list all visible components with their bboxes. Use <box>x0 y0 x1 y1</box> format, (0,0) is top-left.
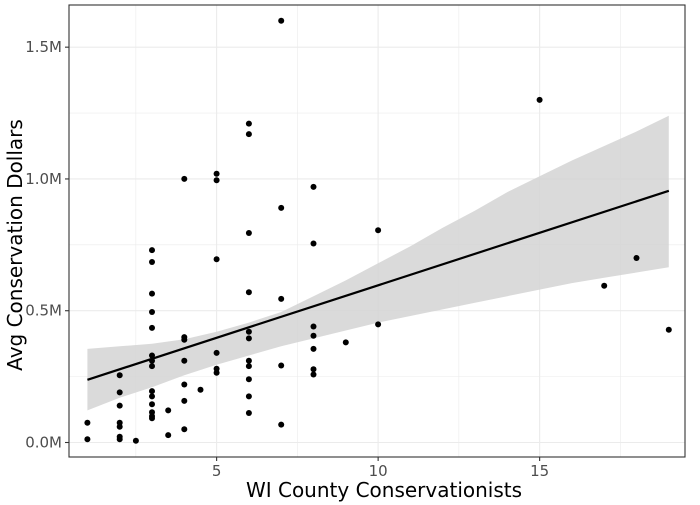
data-point <box>633 255 640 261</box>
data-point <box>278 17 285 24</box>
data-point <box>149 415 155 422</box>
data-point <box>181 381 188 388</box>
data-point <box>197 386 204 393</box>
data-point <box>181 426 188 433</box>
data-point <box>342 339 349 346</box>
data-point <box>245 131 252 138</box>
data-point <box>149 388 155 395</box>
data-point <box>116 372 123 379</box>
data-point <box>181 175 188 182</box>
axis-ticks: 5 10 15 0.0M 0.5M 1.0M 1.5M <box>25 38 549 480</box>
y-tick-label: 0.0M <box>25 434 62 452</box>
data-point <box>116 423 123 430</box>
confidence-band <box>87 115 669 411</box>
data-point <box>149 259 155 265</box>
data-point <box>245 363 252 370</box>
x-tick-label: 15 <box>530 462 549 480</box>
data-point <box>116 402 123 409</box>
data-point <box>84 436 91 443</box>
data-point <box>601 282 608 289</box>
data-point <box>665 326 672 333</box>
data-point <box>245 335 252 342</box>
data-point <box>149 393 155 400</box>
data-point <box>245 120 252 127</box>
data-point <box>310 332 317 339</box>
data-point <box>84 419 91 426</box>
data-point <box>278 295 285 302</box>
data-point <box>132 437 139 444</box>
data-point <box>245 328 252 335</box>
data-point <box>310 345 317 352</box>
data-point <box>278 362 285 369</box>
data-point <box>245 289 252 296</box>
panel-border <box>68 4 686 458</box>
y-axis-title: Avg Conservation Dollars <box>3 119 27 371</box>
y-tick-label: 1.5M <box>25 38 62 56</box>
data-point <box>149 324 155 331</box>
data-point <box>149 247 155 254</box>
data-point <box>278 204 285 211</box>
data-points <box>84 17 672 444</box>
data-point <box>245 357 252 364</box>
data-point <box>375 321 382 328</box>
data-point <box>149 352 155 359</box>
data-point <box>245 393 252 400</box>
data-point <box>181 357 188 364</box>
data-point <box>310 323 317 330</box>
data-point <box>149 401 155 408</box>
x-axis-title: WI County Conservationists <box>246 478 522 502</box>
data-point <box>310 371 317 378</box>
data-point <box>149 290 155 297</box>
data-point <box>149 309 155 315</box>
y-tick-label: 0.5M <box>25 302 62 320</box>
y-tick-label: 1.0M <box>25 170 62 188</box>
data-point <box>181 336 188 343</box>
data-point <box>213 170 220 177</box>
data-point <box>116 389 123 396</box>
data-point <box>116 436 123 443</box>
data-point <box>165 407 172 414</box>
data-point <box>165 432 172 439</box>
data-point <box>245 376 252 383</box>
data-point <box>149 363 155 370</box>
data-point <box>310 240 317 247</box>
data-point <box>181 397 188 404</box>
data-point <box>213 349 220 356</box>
data-point <box>310 366 317 373</box>
data-point <box>375 227 382 234</box>
data-point <box>213 256 220 263</box>
x-tick-label: 10 <box>369 462 388 480</box>
data-point <box>149 357 155 364</box>
data-point <box>536 96 543 103</box>
trend-line <box>87 189 670 381</box>
data-point <box>310 183 317 190</box>
data-point <box>213 369 220 376</box>
data-point <box>213 177 220 184</box>
x-tick-label: 5 <box>212 462 222 480</box>
data-point <box>245 410 252 416</box>
data-point <box>245 230 252 236</box>
data-point <box>278 421 285 428</box>
